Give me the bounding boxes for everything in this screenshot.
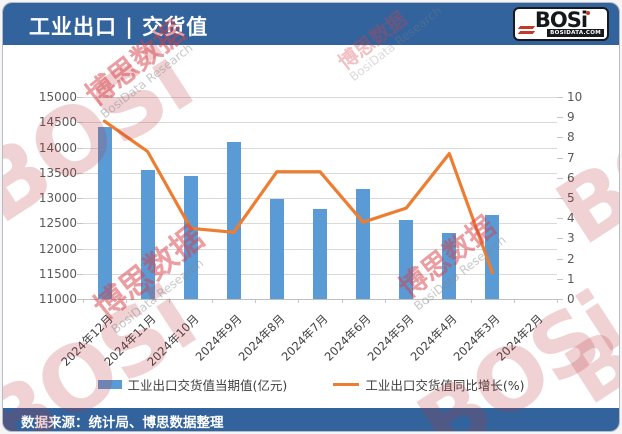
x-axis-tick bbox=[212, 299, 214, 303]
right-axis-label: 6 bbox=[567, 170, 575, 185]
left-axis-tick bbox=[77, 97, 83, 98]
gridline bbox=[83, 122, 557, 124]
right-axis-label: 2 bbox=[567, 251, 575, 266]
right-axis-tick bbox=[557, 238, 563, 240]
x-axis-tick bbox=[341, 299, 343, 303]
right-axis-tick bbox=[557, 278, 563, 280]
logo-stripes-icon bbox=[517, 24, 536, 36]
right-axis-label: 0 bbox=[567, 292, 575, 306]
bar-series-label: 工业出口交货值当期值(亿元) bbox=[127, 378, 288, 393]
x-axis-tick bbox=[427, 299, 429, 303]
right-axis-tick bbox=[557, 137, 563, 139]
right-axis-label: 3 bbox=[567, 231, 575, 246]
source-bar: 数据来源：统计局、博思数据整理 bbox=[3, 408, 619, 431]
left-axis-label: 12000 bbox=[38, 241, 77, 256]
left-axis-tick bbox=[77, 198, 83, 199]
right-axis-tick bbox=[557, 299, 563, 300]
bosi-logo: BOSi BOSIDATA.COM bbox=[513, 7, 609, 41]
page-title: 工业出口 | 交货值 bbox=[29, 15, 209, 39]
plot-area bbox=[83, 97, 557, 300]
right-axis-label: 9 bbox=[567, 110, 575, 125]
left-axis-tick bbox=[77, 122, 83, 124]
right-axis-label: 5 bbox=[567, 191, 575, 205]
left-axis-tick bbox=[77, 248, 83, 250]
line-series-swatch bbox=[333, 383, 360, 386]
right-axis-tick bbox=[557, 198, 563, 199]
bar bbox=[399, 219, 414, 299]
line-series bbox=[102, 119, 494, 275]
right-axis-label: 4 bbox=[567, 211, 575, 226]
bar bbox=[485, 215, 500, 299]
bar bbox=[313, 208, 327, 299]
right-axis-tick bbox=[557, 177, 563, 179]
gridline bbox=[83, 97, 557, 98]
x-axis-tick bbox=[255, 299, 257, 303]
right-axis-label: 7 bbox=[567, 150, 575, 165]
left-axis-label: 14500 bbox=[38, 115, 77, 130]
left-axis-label: 12500 bbox=[38, 216, 77, 231]
x-axis-tick bbox=[169, 299, 171, 303]
right-axis-label: 8 bbox=[567, 130, 575, 145]
bar bbox=[442, 232, 457, 299]
x-axis-tick bbox=[470, 299, 472, 303]
bar bbox=[183, 175, 198, 299]
left-axis-tick bbox=[77, 223, 83, 225]
left-axis-tick bbox=[77, 147, 83, 149]
legend-item-bar: 工业出口交货值当期值(亿元) bbox=[97, 375, 288, 394]
bar bbox=[97, 127, 112, 299]
gridline bbox=[83, 147, 557, 149]
right-axis-tick bbox=[557, 258, 563, 260]
left-axis-label: 13000 bbox=[38, 191, 77, 205]
x-axis-tick bbox=[298, 299, 300, 303]
x-axis-labels: 2024年12月 2024年11月 2024年10月 2024年9月 2024年8月 20… bbox=[58, 305, 557, 371]
left-axis-label: 13500 bbox=[38, 165, 77, 180]
right-axis-tick bbox=[557, 218, 563, 220]
x-axis-tick bbox=[126, 299, 128, 303]
bosi-logo-text: BOSi bbox=[515, 9, 607, 31]
right-axis-label: 1 bbox=[567, 271, 575, 286]
gridline bbox=[83, 198, 557, 199]
right-axis-tick bbox=[557, 157, 563, 159]
x-axis-tick bbox=[384, 299, 386, 303]
left-axis-tick bbox=[77, 273, 83, 275]
left-axis-tick bbox=[77, 172, 83, 174]
bar bbox=[269, 199, 284, 299]
left-axis-label: 11000 bbox=[38, 292, 77, 306]
data-source: 数据来源：统计局、博思数据整理 bbox=[21, 415, 224, 431]
x-axis-tick bbox=[513, 299, 515, 303]
right-axis-tick bbox=[557, 97, 563, 98]
right-axis-label: 10 bbox=[567, 90, 583, 104]
right-axis-tick bbox=[557, 117, 563, 119]
legend-item-line: 工业出口交货值同比增长(%) bbox=[333, 375, 524, 394]
left-axis-label: 15000 bbox=[38, 90, 77, 104]
left-axis-label: 11500 bbox=[38, 266, 77, 281]
left-axis-tick bbox=[77, 299, 83, 300]
logo-domain: BOSIDATA.COM bbox=[547, 29, 604, 37]
line-series-label: 工业出口交货值同比增长(%) bbox=[365, 378, 525, 393]
left-axis-label: 14000 bbox=[38, 140, 77, 155]
bar-series-swatch bbox=[97, 380, 122, 389]
bar bbox=[226, 142, 241, 299]
x-axis-tick bbox=[557, 299, 558, 303]
x-axis-tick bbox=[83, 299, 84, 303]
bar bbox=[140, 170, 155, 299]
legend: 工业出口交货值当期值(亿元) 工业出口交货值同比增长(%) bbox=[3, 375, 619, 394]
